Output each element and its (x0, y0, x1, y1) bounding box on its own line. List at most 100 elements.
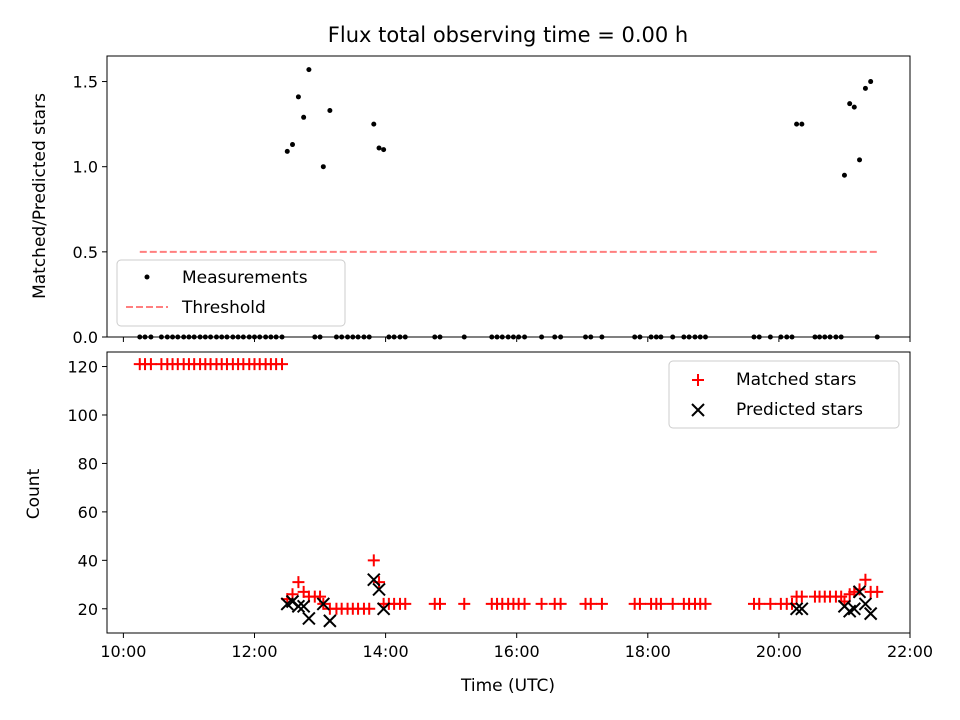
measurement-point (197, 334, 203, 340)
legend-predicted-marker (691, 403, 705, 417)
measurement-point (170, 334, 176, 340)
measurement-point (588, 334, 594, 340)
predicted-point (302, 611, 316, 626)
bottom-y-axis-label: Count (24, 468, 44, 519)
predicted-point (323, 614, 337, 628)
measurement-point (833, 334, 839, 340)
predicted-point (376, 602, 391, 616)
measurement-point (857, 157, 863, 163)
measurement-point (219, 334, 225, 340)
measurement-point (499, 334, 505, 340)
measurement-point (697, 334, 703, 340)
matched-point (458, 597, 471, 610)
measurement-point (312, 334, 318, 340)
measurement-point (320, 164, 326, 170)
measurement-point (333, 334, 339, 340)
matched-point (535, 597, 548, 610)
predicted-point (852, 585, 867, 599)
measurement-point (213, 334, 219, 340)
measurement-point (851, 104, 857, 110)
measurement-point (767, 334, 773, 340)
measurement-point (251, 334, 257, 340)
measurement-point (230, 334, 236, 340)
measurement-point (306, 67, 312, 73)
measurement-point (268, 334, 274, 340)
measurement-point (301, 114, 307, 120)
y-tick-label: 20 (78, 600, 98, 619)
measurement-point (391, 334, 397, 340)
matched-point (595, 597, 608, 610)
measurement-point (681, 334, 687, 340)
measurement-point (510, 334, 516, 340)
measurement-point (137, 334, 143, 340)
measurement-point (279, 334, 285, 340)
top-legend: Measurements Threshold (116, 259, 346, 327)
y-tick-label: 100 (67, 406, 98, 425)
legend-matched-label: Matched stars (736, 370, 856, 390)
measurement-point (874, 334, 880, 340)
x-tick-label: 14:00 (363, 642, 409, 661)
measurement-point (284, 148, 290, 154)
measurement-point (142, 334, 148, 340)
measurement-point (751, 334, 757, 340)
measurement-point (653, 334, 659, 340)
measurement-point (339, 334, 345, 340)
matched-point (554, 597, 567, 610)
matched-point (367, 554, 380, 567)
matched-point (859, 573, 872, 586)
measurement-point (345, 334, 351, 340)
measurement-point (327, 107, 333, 113)
predicted-point (296, 599, 311, 614)
matched-point (518, 597, 531, 610)
measurement-point (489, 334, 495, 340)
y-tick-label: 60 (78, 503, 98, 522)
measurement-point (686, 334, 692, 340)
measurement-point (862, 85, 868, 91)
measurement-point (381, 147, 387, 153)
y-tick-label: 80 (78, 454, 98, 473)
matched-point (666, 597, 679, 610)
x-tick-label: 18:00 (625, 642, 671, 661)
legend-predicted-label: Predicted stars (736, 400, 863, 420)
top-panel: 0.0 0.5 1.0 1.5 (73, 55, 911, 347)
matched-point (853, 583, 866, 596)
matched-point (144, 358, 157, 371)
bottom-legend-box (668, 360, 900, 429)
measurement-point (756, 334, 762, 340)
predicted-point (795, 602, 809, 616)
measurement-point (784, 334, 790, 340)
measurement-point (257, 334, 263, 340)
legend-measurements-marker (144, 274, 150, 280)
matched-point (399, 597, 412, 610)
measurement-point (432, 334, 438, 340)
measurement-point (240, 334, 246, 340)
x-tick-label: 22:00 (887, 642, 933, 661)
measurement-point (263, 334, 269, 340)
measurement-point (637, 334, 643, 340)
measurement-point (402, 334, 408, 340)
measurement-point (273, 334, 279, 340)
measurement-point (539, 334, 545, 340)
measurement-point (181, 334, 187, 340)
y-tick-label: 0.0 (73, 328, 98, 347)
y-tick-label: 1.0 (73, 158, 98, 177)
x-tick-label: 20:00 (756, 642, 802, 661)
measurement-point (778, 334, 784, 340)
measurement-point (355, 334, 361, 340)
measurement-point (558, 334, 564, 340)
matched-point (753, 597, 766, 610)
predicted-point (291, 599, 306, 614)
measurement-point (841, 172, 847, 178)
predicted-point (367, 572, 381, 587)
measurement-point (164, 334, 170, 340)
top-y-axis-label: Matched/Predicted stars (30, 93, 50, 299)
measurement-point (186, 334, 192, 340)
measurement-point (317, 334, 323, 340)
matched-point (584, 597, 597, 610)
predicted-point (863, 606, 878, 621)
measurement-point (175, 334, 181, 340)
bottom-panel: 20 40 60 80 100 120 10:00 12:00 14:00 16:00 18:00 2… (67, 351, 933, 661)
measurement-point (817, 334, 823, 340)
measurement-point (208, 334, 214, 340)
